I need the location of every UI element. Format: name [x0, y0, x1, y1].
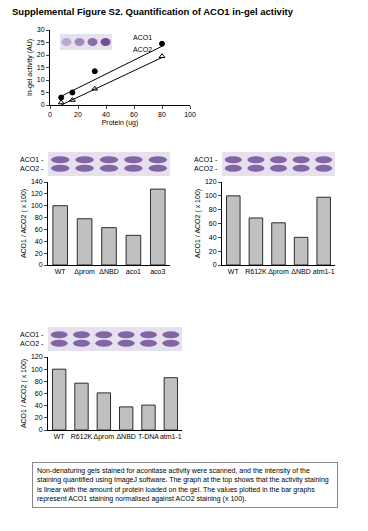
svg-text:100: 100	[205, 192, 217, 199]
svg-text:ACO1 -: ACO1 -	[194, 156, 218, 163]
svg-text:0: 0	[213, 261, 217, 268]
svg-text:20: 20	[37, 51, 45, 58]
svg-text:T-DNA: T-DNA	[138, 433, 159, 440]
svg-text:aco3: aco3	[150, 268, 165, 275]
svg-text:100: 100	[31, 366, 43, 373]
svg-text:120: 120	[205, 178, 217, 185]
svg-text:120: 120	[31, 353, 43, 360]
svg-text:ΔNBD: ΔNBD	[99, 268, 118, 275]
svg-text:60: 60	[35, 390, 43, 397]
svg-text:80: 80	[35, 214, 43, 221]
svg-text:atm1-1: atm1-1	[160, 433, 182, 440]
svg-text:ACO1 / ACO2 ( x 100): ACO1 / ACO2 ( x 100)	[194, 189, 202, 258]
svg-text:ACO2 -: ACO2 -	[194, 165, 218, 172]
svg-text:20: 20	[35, 414, 43, 421]
svg-text:100: 100	[31, 202, 43, 209]
svg-text:30: 30	[37, 26, 45, 33]
svg-text:ACO1 / ACO2 ( x 100): ACO1 / ACO2 ( x 100)	[20, 189, 28, 258]
svg-text:0: 0	[39, 261, 43, 268]
svg-text:Δprom: Δprom	[268, 268, 289, 276]
svg-text:Δprom: Δprom	[74, 268, 95, 276]
svg-text:40: 40	[35, 238, 43, 245]
svg-text:60: 60	[35, 226, 43, 233]
svg-text:WT: WT	[228, 268, 240, 275]
svg-text:ACO1 -: ACO1 -	[20, 331, 44, 338]
svg-text:In-gel activity (AU): In-gel activity (AU)	[26, 39, 34, 96]
svg-text:0: 0	[41, 101, 45, 108]
svg-text:100: 100	[184, 111, 196, 118]
svg-text:80: 80	[158, 111, 166, 118]
svg-text:10: 10	[37, 76, 45, 83]
svg-text:0: 0	[39, 426, 43, 433]
svg-text:20: 20	[74, 111, 82, 118]
svg-text:60: 60	[209, 220, 217, 227]
svg-text:atm1-1: atm1-1	[313, 268, 335, 275]
svg-text:aco1: aco1	[126, 268, 141, 275]
svg-text:WT: WT	[55, 268, 67, 275]
svg-text:15: 15	[37, 64, 45, 71]
svg-text:ACO2 -: ACO2 -	[20, 165, 44, 172]
svg-text:ACO2 -: ACO2 -	[20, 340, 44, 347]
svg-text:80: 80	[209, 206, 217, 213]
svg-text:R612K: R612K	[71, 433, 93, 440]
svg-text:ACO1 / ACO2 ( x 100): ACO1 / ACO2 ( x 100)	[20, 359, 28, 428]
svg-text:Protein (ug): Protein (ug)	[102, 119, 139, 127]
svg-text:ACO1 -: ACO1 -	[20, 156, 44, 163]
svg-text:120: 120	[31, 190, 43, 197]
svg-text:40: 40	[102, 111, 110, 118]
svg-text:40: 40	[209, 234, 217, 241]
svg-text:ACO1: ACO1	[133, 34, 152, 41]
svg-text:60: 60	[130, 111, 138, 118]
svg-text:ACO2: ACO2	[133, 46, 152, 53]
svg-text:20: 20	[209, 248, 217, 255]
svg-text:R612K: R612K	[245, 268, 267, 275]
svg-text:Δprom: Δprom	[94, 433, 115, 441]
html-text:Supplemental Figure S2. Quanti: Supplemental Figure S2. Quantification o…	[12, 6, 293, 17]
svg-text:40: 40	[35, 402, 43, 409]
svg-text:ΔNBD: ΔNBD	[116, 433, 135, 440]
svg-text:5: 5	[41, 89, 45, 96]
html-text:Non-denaturing gels stained fo: Non-denaturing gels stained for aconitas…	[37, 467, 329, 503]
svg-text:20: 20	[35, 250, 43, 257]
svg-text:80: 80	[35, 378, 43, 385]
svg-text:25: 25	[37, 39, 45, 46]
svg-text:WT: WT	[54, 433, 66, 440]
svg-text:ΔNBD: ΔNBD	[291, 268, 310, 275]
svg-text:140: 140	[31, 178, 43, 185]
svg-text:0: 0	[48, 111, 52, 118]
